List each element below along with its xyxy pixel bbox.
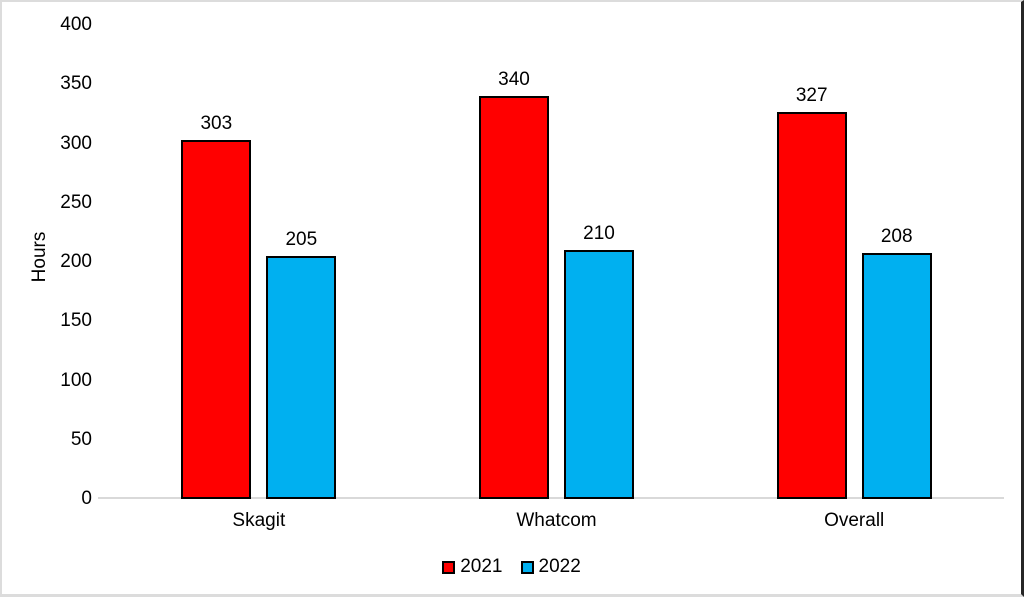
y-tick-label: 100 — [60, 369, 92, 391]
bar-2021-overall: 327 — [776, 85, 847, 499]
legend-item-2021: 2021 — [442, 556, 503, 578]
y-tick-label: 200 — [60, 251, 92, 272]
category-label-whatcom: Whatcom — [516, 510, 597, 531]
category-label-overall: Overall — [824, 510, 885, 531]
legend-label: 2022 — [538, 556, 581, 577]
bar-group-whatcom: 340 210 — [408, 25, 706, 499]
y-tick-label: 0 — [81, 488, 92, 509]
legend-item-2022: 2022 — [520, 556, 581, 578]
y-tick-label: 50 — [70, 428, 92, 450]
data-label: 327 — [795, 85, 828, 106]
bar-2022-skagit: 205 — [266, 229, 337, 499]
y-tick-label: 400 — [60, 14, 92, 35]
plot-area: 303 205 340 210 327 208 — [110, 25, 1003, 499]
data-label: 205 — [285, 229, 318, 250]
y-tick-label: 300 — [60, 132, 92, 154]
data-label: 208 — [880, 226, 913, 247]
legend-label: 2021 — [460, 556, 503, 577]
legend-swatch-icon — [520, 560, 534, 574]
bar-2022-overall: 208 — [861, 226, 932, 499]
legend-swatch-icon — [442, 560, 456, 574]
bar-group-overall: 327 208 — [705, 25, 1003, 499]
legend: 2021 2022 — [2, 556, 1021, 578]
y-tick-label: 250 — [60, 191, 92, 213]
x-axis-line — [98, 497, 1004, 499]
bar-2021-skagit: 303 — [181, 113, 252, 499]
bar-group-skagit: 303 205 — [110, 25, 408, 499]
category-label-skagit: Skagit — [232, 510, 286, 531]
y-axis-tick-labels: 0 50 100 150 200 250 300 350 400 — [2, 2, 92, 594]
y-tick-label: 350 — [60, 73, 92, 95]
x-axis-category-labels: Skagit Whatcom Overall — [110, 510, 1003, 532]
bar-2022-whatcom: 210 — [564, 223, 634, 499]
data-label: 210 — [583, 223, 615, 244]
bar-2021-whatcom: 340 — [479, 69, 549, 499]
data-label: 303 — [200, 113, 233, 134]
data-label: 340 — [498, 69, 530, 90]
y-tick-label: 150 — [60, 310, 92, 332]
